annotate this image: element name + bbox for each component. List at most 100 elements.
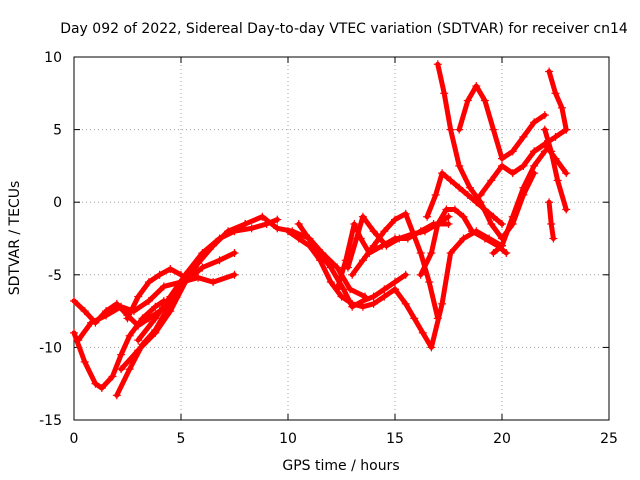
data-point (391, 278, 399, 287)
data-point (284, 227, 292, 236)
x-axis: 0 5 10 15 20 25 (70, 57, 618, 447)
data-point (74, 336, 83, 345)
data-point (144, 296, 153, 305)
series-line (435, 61, 537, 241)
data-point (476, 190, 485, 199)
y-tick-label: -10 (39, 340, 62, 356)
x-tick-label: 10 (279, 431, 297, 447)
y-axis-label: SDTVAR / TECUs (7, 181, 23, 296)
data-point (442, 205, 451, 214)
series-line (424, 170, 505, 227)
data-point (540, 111, 549, 120)
data-point (476, 198, 485, 207)
data-point (487, 219, 496, 228)
data-point (215, 256, 224, 265)
data-point (166, 264, 175, 273)
y-tick-label: -15 (39, 413, 62, 429)
data-point (230, 249, 239, 258)
chart-title: Day 092 of 2022, Sidereal Day-to-day VTE… (60, 21, 628, 37)
data-point (247, 224, 256, 233)
data-point (551, 89, 560, 98)
data-point (416, 249, 425, 258)
data-point (391, 215, 399, 224)
data-point (455, 161, 464, 170)
data-point (134, 336, 143, 345)
data-point (519, 132, 528, 141)
data-point (70, 328, 78, 337)
data-point (508, 169, 517, 178)
data-point (369, 299, 378, 308)
data-point (547, 219, 556, 228)
series-line (542, 127, 569, 212)
data-point (444, 219, 453, 228)
data-point (401, 209, 410, 218)
data-point (498, 241, 506, 250)
data-point (348, 270, 357, 279)
data-point (241, 219, 250, 228)
data-point (438, 299, 447, 308)
data-point (455, 125, 464, 134)
x-tick-label: 0 (70, 431, 79, 447)
series-line (125, 266, 184, 321)
data-point (326, 263, 335, 272)
data-point (343, 263, 352, 272)
data-point (489, 212, 498, 221)
series-track-10 (294, 219, 410, 311)
data-point (480, 234, 489, 243)
data-point (151, 314, 160, 323)
x-tick-label: 20 (493, 431, 511, 447)
data-point (540, 125, 549, 134)
data-point (401, 299, 410, 308)
series-track-13 (348, 209, 442, 323)
data-point (498, 154, 506, 163)
x-axis-label: GPS time / hours (282, 458, 399, 474)
data-point (273, 215, 282, 224)
data-point (487, 176, 496, 185)
data-point (166, 307, 175, 316)
data-point (489, 125, 498, 134)
data-point (380, 285, 389, 294)
series-line (392, 228, 505, 350)
data-point (465, 183, 474, 192)
x-tick-label: 15 (386, 431, 404, 447)
series-line (71, 298, 167, 391)
series-track-22 (545, 67, 571, 134)
x-tick-label: 5 (177, 431, 186, 447)
data-point (337, 292, 346, 301)
data-point (446, 176, 455, 185)
x-tick-label: 25 (600, 431, 618, 447)
data-point (480, 96, 489, 105)
data-point (440, 89, 449, 98)
data-point (358, 296, 367, 305)
data-point (489, 249, 498, 258)
data-point (562, 205, 571, 214)
series-line (135, 217, 280, 343)
data-point (391, 285, 399, 294)
data-point (455, 183, 464, 192)
data-point (117, 350, 126, 359)
y-tick-label: 10 (44, 50, 62, 66)
data-point (159, 282, 168, 291)
data-series (70, 60, 571, 400)
data-point (418, 328, 427, 337)
data-point (472, 82, 481, 91)
series-line (490, 148, 548, 256)
data-point (166, 292, 175, 301)
data-point (91, 379, 100, 388)
data-point (444, 212, 453, 221)
data-point (155, 270, 164, 279)
data-point (144, 278, 153, 287)
data-point (508, 147, 517, 156)
data-point (350, 219, 359, 228)
y-tick-label: 5 (53, 123, 62, 139)
data-point (557, 103, 566, 112)
data-point (530, 147, 539, 156)
data-point (446, 249, 455, 258)
data-point (425, 278, 434, 287)
data-point (382, 241, 391, 250)
data-point (423, 212, 432, 221)
data-point (380, 227, 389, 236)
data-point (468, 227, 477, 236)
data-point (177, 270, 185, 279)
data-point (369, 227, 378, 236)
